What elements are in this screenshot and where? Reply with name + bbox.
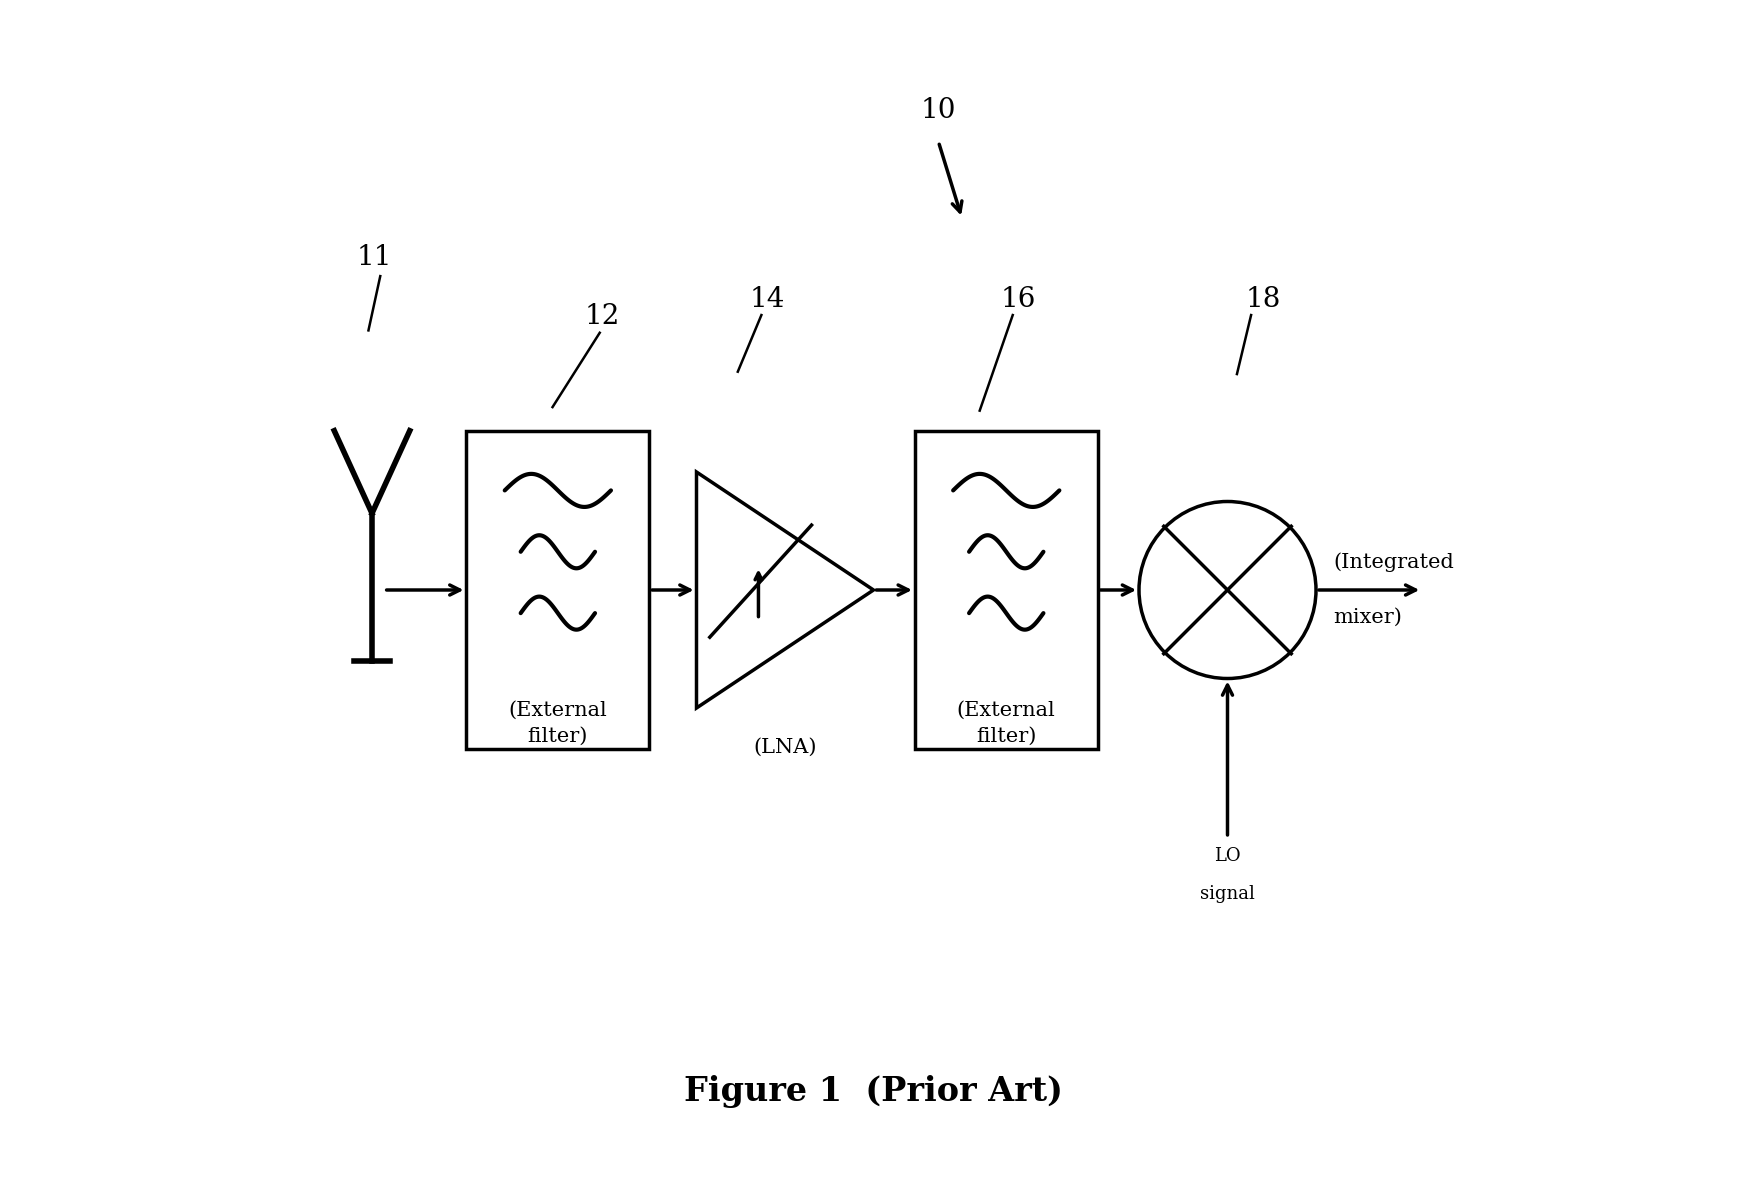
Text: filter): filter)	[977, 727, 1036, 746]
Text: (External: (External	[957, 701, 1055, 720]
Text: 14: 14	[749, 286, 784, 313]
Polygon shape	[697, 472, 874, 708]
Text: 18: 18	[1246, 286, 1281, 313]
Text: 12: 12	[585, 303, 620, 330]
Circle shape	[1139, 502, 1315, 678]
Bar	[915, 431, 1097, 749]
Bar	[466, 431, 650, 749]
Text: filter): filter)	[528, 727, 589, 746]
Text: (External: (External	[508, 701, 608, 720]
Text: mixer): mixer)	[1333, 608, 1403, 627]
Text: Figure 1  (Prior Art): Figure 1 (Prior Art)	[685, 1075, 1062, 1108]
Text: (Integrated: (Integrated	[1333, 552, 1455, 572]
Text: signal: signal	[1200, 885, 1254, 903]
Text: LO: LO	[1214, 847, 1240, 865]
Text: 10: 10	[921, 97, 956, 124]
Text: 16: 16	[1001, 286, 1036, 313]
Text: (LNA): (LNA)	[753, 738, 818, 756]
Text: 11: 11	[356, 244, 391, 271]
